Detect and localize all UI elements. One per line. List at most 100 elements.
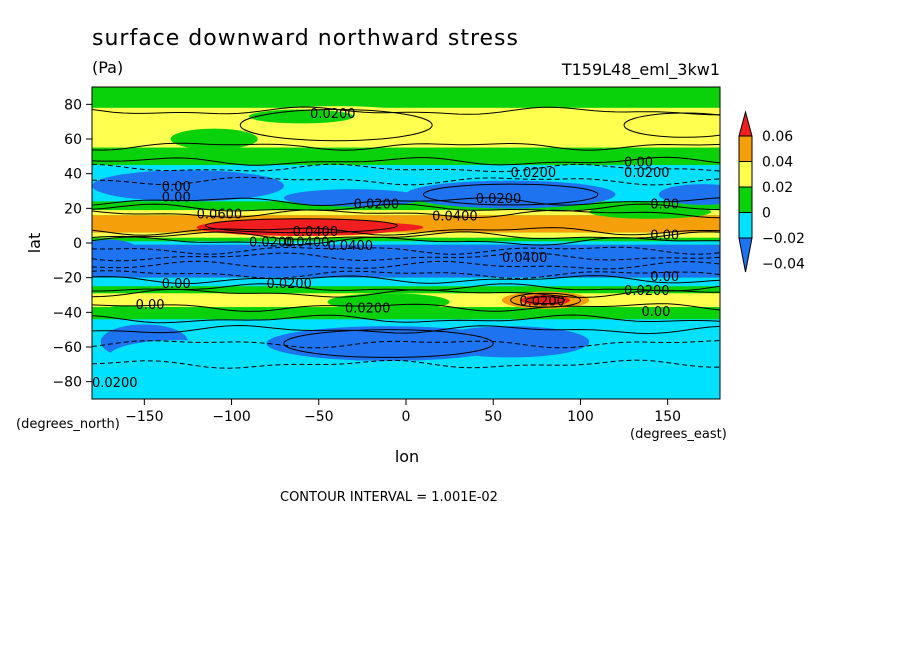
contour-label: 0.0200 [92,376,138,391]
contour-line-13 [92,270,720,280]
x-axis-label: lon [395,447,419,466]
plot-area [92,87,720,399]
closed-contour-1 [510,292,581,308]
colorbar-segment-4 [738,212,753,239]
chart-title: surface downward northward stress [92,26,519,51]
x-tick-label: 0 [402,409,411,425]
colorbar-segment-2 [738,161,753,188]
contour-interval-note: CONTOUR INTERVAL = 1.001E-02 [280,490,498,505]
contour-label: 0.00 [650,229,679,244]
x-axis: −150 −100 −50 0 50 100 150 [125,399,681,425]
closed-contour-5 [422,183,599,206]
contour-label: 0.0400 [293,225,339,240]
contour-label: 0.0200 [624,166,670,181]
x-tick-label: −50 [304,409,334,425]
x-tick-label: 50 [484,409,502,425]
x-tick-label: 100 [567,409,594,425]
contour-label: 0.0200 [476,192,522,207]
contour-label: 0.00 [650,270,679,285]
contour-label: 0.00 [162,180,191,195]
closed-contour-4 [623,112,720,138]
lat-band-0 [92,87,720,108]
lat-band-7 [92,232,720,238]
contour-line-20 [92,340,720,349]
contour-line-6 [92,209,720,219]
contour-line-16 [92,288,720,298]
contour-label: 0.00 [136,298,165,313]
field-blob-1 [406,180,616,209]
y-tick-label: 0 [73,236,82,252]
y-units-label: (degrees_north) [16,417,120,432]
field-blob-15 [100,305,154,320]
y-tick-label: −40 [52,305,82,321]
contour-line-0 [92,142,720,151]
contour-line-18 [92,314,720,324]
contour-line-2 [92,163,720,173]
y-tick-label: −20 [52,271,82,287]
contour-line-21 [92,359,720,369]
contour-label: 0.00 [624,156,653,171]
contour-line-4 [92,197,720,207]
contour-label: 0.0400 [284,235,330,250]
closed-contour-0 [204,218,398,234]
run-id-label: T159L48_eml_3kw1 [561,60,720,80]
contour-line-7 [92,227,720,236]
x-units-label: (degrees_east) [630,427,727,442]
lat-band-4 [92,201,720,211]
field-blob-19 [589,204,712,219]
colorbar-segment-1 [738,135,753,162]
field-blob-7 [109,340,249,372]
closed-contour-3 [239,109,433,142]
contour-label: 0.0400 [328,239,374,254]
x-tick-label: −150 [125,409,163,425]
contour-line-3 [92,176,720,186]
x-tick-label: 150 [654,409,681,425]
colorbar-label: 0.06 [762,129,793,145]
y-axis-label: lat [25,233,44,254]
contour-line-14 [92,275,720,285]
lat-band-2 [92,147,720,165]
contour-label: 0.00 [162,190,191,205]
contour-label: 0.0200 [519,294,565,309]
lat-band-15 [92,319,720,330]
closed-contour-2 [525,296,566,305]
contour-label: 0.00 [162,277,191,292]
field-blob-3 [658,184,720,205]
field-blob-18 [92,239,145,275]
contour-label: 0.0200 [511,166,556,181]
colorbar-top-arrow [738,110,753,137]
contour-line-17 [92,303,720,312]
contour-label: 0.0200 [354,197,400,212]
contour-line-19 [92,324,720,335]
contour-line-10 [92,246,720,255]
y-axis: −80 −60 −40 −20 0 20 40 60 80 [52,97,92,391]
colorbar-label: −0.02 [762,231,805,247]
y-tick-label: 60 [64,132,82,148]
field-blob-9 [615,109,720,141]
closed-contour-6 [283,329,494,358]
colorbar: 0.06 0.04 0.02 0 −0.02 −0.04 [738,110,805,273]
field-blob-20 [292,371,502,393]
contour-label: 0.0200 [310,107,356,122]
field-blob-21 [597,371,720,393]
contour-line-5 [92,203,720,212]
contour-label: 0.0200 [624,284,670,299]
colorbar-label: 0.02 [762,180,793,196]
colorbar-label: 0 [762,206,771,222]
contour-label: 0.0400 [502,251,548,266]
contour-lines [92,106,720,369]
contour-label: 0.0200 [249,235,295,250]
colorbar-label: 0.04 [762,155,793,171]
contour-label: 0.00 [642,305,671,320]
colorbar-bottom-arrow [738,237,753,273]
field-blob-17 [170,128,258,150]
y-tick-label: 20 [64,201,82,217]
field-blob-11 [283,222,424,233]
lat-band-9 [92,241,720,245]
contour-label: 0.0600 [197,208,243,223]
contour-label: 0.0200 [266,277,312,292]
y-tick-label: −60 [52,340,82,356]
contour-label: 0.0200 [345,301,391,316]
